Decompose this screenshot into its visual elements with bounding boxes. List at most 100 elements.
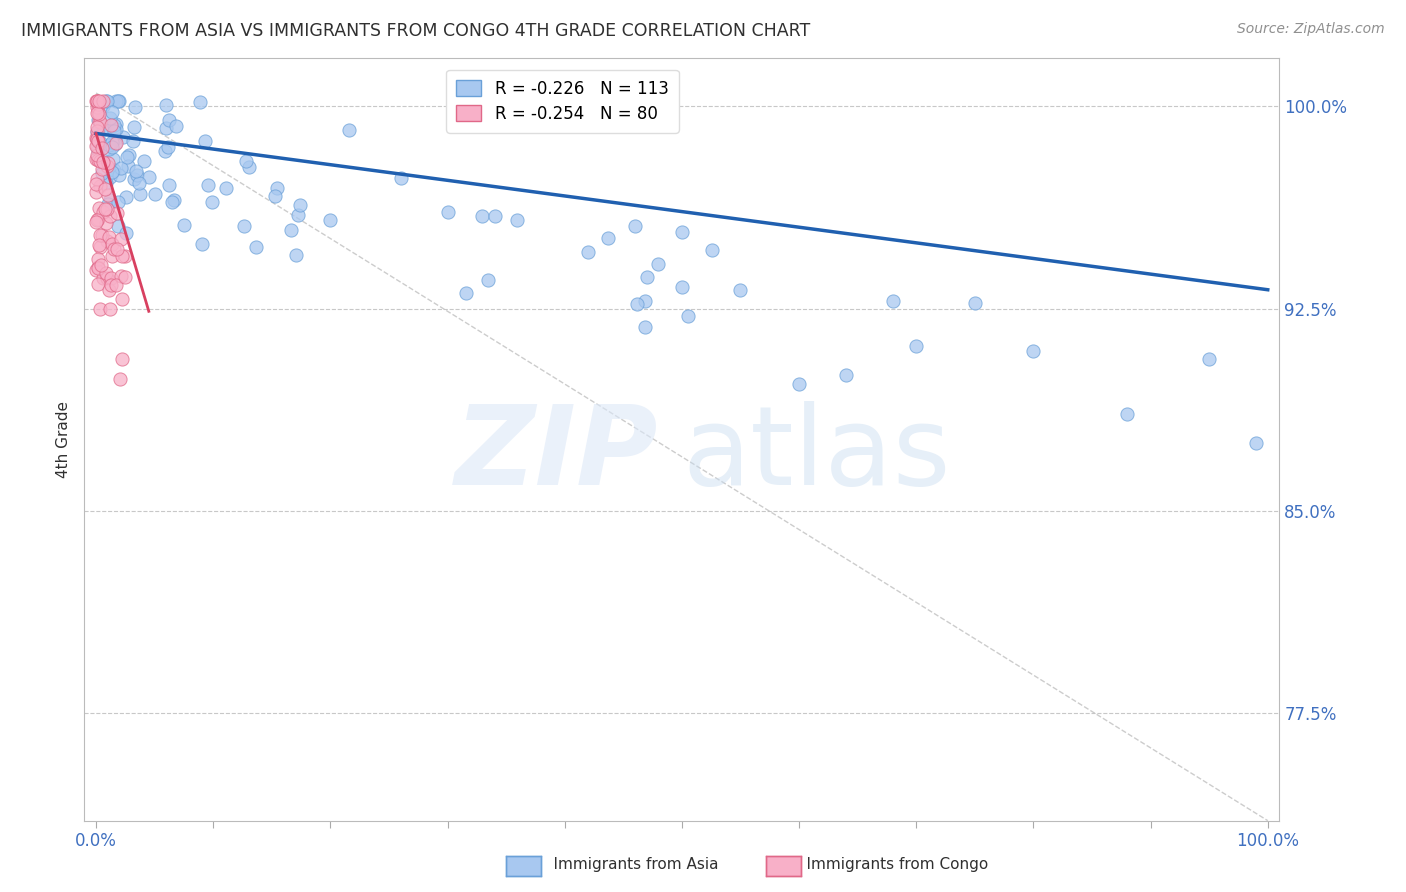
Point — [87, 153, 110, 168]
Point — [730, 284, 752, 298]
Point — [98, 230, 121, 244]
Point — [285, 248, 308, 262]
Point — [787, 376, 810, 391]
Point — [110, 232, 132, 246]
Point — [107, 94, 129, 108]
Point — [96, 159, 118, 173]
Point — [484, 209, 506, 223]
Text: Immigrants from Asia: Immigrants from Asia — [534, 857, 718, 872]
Point — [505, 213, 527, 227]
Point — [339, 123, 361, 137]
Point — [86, 138, 108, 153]
Point — [97, 156, 120, 170]
Point — [111, 249, 134, 263]
Point — [96, 94, 118, 108]
Point — [86, 105, 108, 120]
Point — [117, 159, 139, 173]
Point — [162, 194, 184, 209]
Point — [89, 228, 111, 243]
Point — [89, 115, 111, 129]
Point — [86, 148, 108, 162]
Point — [165, 119, 187, 133]
Point — [87, 201, 110, 215]
Point — [456, 285, 478, 300]
Point — [104, 277, 127, 292]
Point — [86, 139, 108, 153]
Point — [86, 215, 108, 229]
Point — [87, 94, 110, 108]
Point — [86, 177, 108, 191]
Point — [97, 196, 120, 211]
Text: Source: ZipAtlas.com: Source: ZipAtlas.com — [1237, 22, 1385, 37]
Point — [110, 372, 132, 386]
Point — [882, 293, 904, 308]
Point — [671, 280, 693, 294]
Point — [319, 213, 342, 227]
Point — [111, 351, 134, 366]
Point — [287, 208, 309, 222]
Point — [104, 136, 127, 151]
Point — [87, 277, 110, 292]
Point — [97, 283, 120, 297]
Point — [98, 142, 121, 156]
Point — [624, 219, 647, 233]
Point — [235, 154, 257, 169]
Text: ZIP: ZIP — [454, 401, 658, 508]
Point — [576, 245, 599, 260]
Point — [905, 339, 928, 353]
Text: IMMIGRANTS FROM ASIA VS IMMIGRANTS FROM CONGO 4TH GRADE CORRELATION CHART: IMMIGRANTS FROM ASIA VS IMMIGRANTS FROM … — [21, 22, 810, 40]
Point — [103, 242, 125, 256]
Point — [232, 219, 254, 234]
Point — [636, 270, 658, 285]
Point — [105, 117, 128, 131]
Text: Immigrants from Congo: Immigrants from Congo — [787, 857, 988, 872]
Point — [87, 134, 110, 148]
Point — [91, 270, 114, 285]
Point — [477, 273, 499, 287]
Point — [155, 120, 177, 135]
Point — [100, 277, 122, 292]
Point — [98, 193, 121, 207]
Point — [86, 263, 108, 277]
Point — [191, 236, 214, 251]
Point — [110, 161, 132, 176]
Point — [87, 260, 110, 275]
Point — [93, 154, 115, 169]
Point — [157, 112, 180, 127]
Point — [107, 195, 129, 210]
Point — [97, 137, 120, 152]
Point — [132, 153, 155, 168]
Point — [471, 210, 494, 224]
Point — [436, 205, 458, 219]
Point — [89, 154, 111, 169]
Point — [101, 164, 124, 178]
Point — [122, 172, 145, 186]
Point — [143, 186, 166, 201]
Point — [87, 260, 110, 275]
Point — [87, 252, 110, 266]
Point — [108, 169, 131, 183]
Point — [103, 163, 125, 178]
Point — [245, 239, 267, 253]
Point — [193, 134, 215, 148]
Point — [122, 134, 145, 148]
Point — [118, 148, 141, 162]
Point — [90, 141, 114, 155]
Point — [117, 150, 139, 164]
Point — [124, 163, 146, 178]
Point — [626, 297, 648, 311]
Point — [94, 176, 117, 190]
Point — [86, 131, 108, 145]
Point — [1244, 436, 1267, 450]
Point — [238, 160, 260, 174]
Point — [138, 169, 160, 184]
Point — [676, 309, 699, 323]
Point — [129, 187, 152, 202]
Point — [104, 121, 127, 136]
Point — [215, 181, 238, 195]
Point — [201, 195, 224, 210]
Point — [94, 94, 117, 108]
Point — [107, 94, 129, 108]
Point — [266, 181, 288, 195]
Point — [634, 319, 657, 334]
